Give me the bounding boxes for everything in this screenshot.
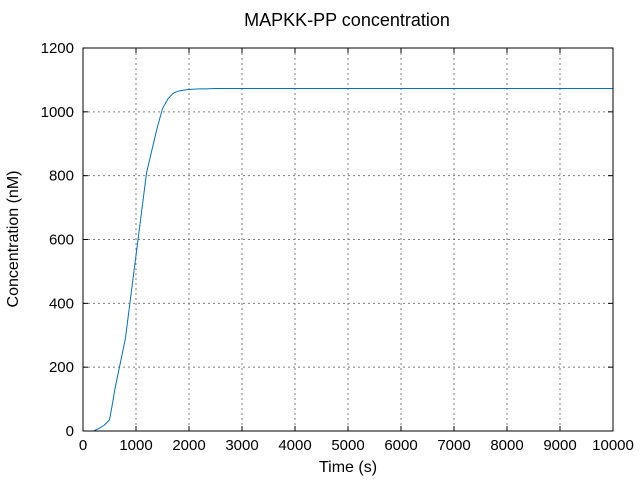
x-tick-label: 10000 <box>592 437 634 454</box>
y-tick-label: 1200 <box>41 40 74 57</box>
x-tick-label: 6000 <box>384 437 417 454</box>
y-tick-label: 800 <box>49 168 74 185</box>
series-line <box>83 88 613 432</box>
y-tick-label: 200 <box>49 359 74 376</box>
chart-title: MAPKK-PP concentration <box>244 10 450 30</box>
y-tick-label: 0 <box>66 423 74 440</box>
x-tick-labels: 0 1000 2000 3000 4000 5000 6000 7000 8000 9000 100… <box>79 437 634 454</box>
x-tick-label: 5000 <box>331 437 364 454</box>
x-tick-label: 7000 <box>437 437 470 454</box>
y-tick-labels: 0 200 400 600 800 1000 1200 <box>41 40 74 440</box>
grid <box>83 48 613 431</box>
y-tick-label: 1000 <box>41 104 74 121</box>
x-tick-label: 2000 <box>172 437 205 454</box>
x-tick-label: 9000 <box>543 437 576 454</box>
y-tick-label: 400 <box>49 295 74 312</box>
y-tick-label: 600 <box>49 232 74 249</box>
series-layer <box>83 88 613 432</box>
x-tick-label: 3000 <box>225 437 258 454</box>
ticks <box>82 47 614 432</box>
x-axis-label: Time (s) <box>319 459 377 476</box>
x-tick-label: 0 <box>79 437 87 454</box>
x-tick-label: 1000 <box>119 437 152 454</box>
x-tick-label: 4000 <box>278 437 311 454</box>
y-axis-label: Concentration (nM) <box>5 171 22 308</box>
x-tick-label: 8000 <box>490 437 523 454</box>
